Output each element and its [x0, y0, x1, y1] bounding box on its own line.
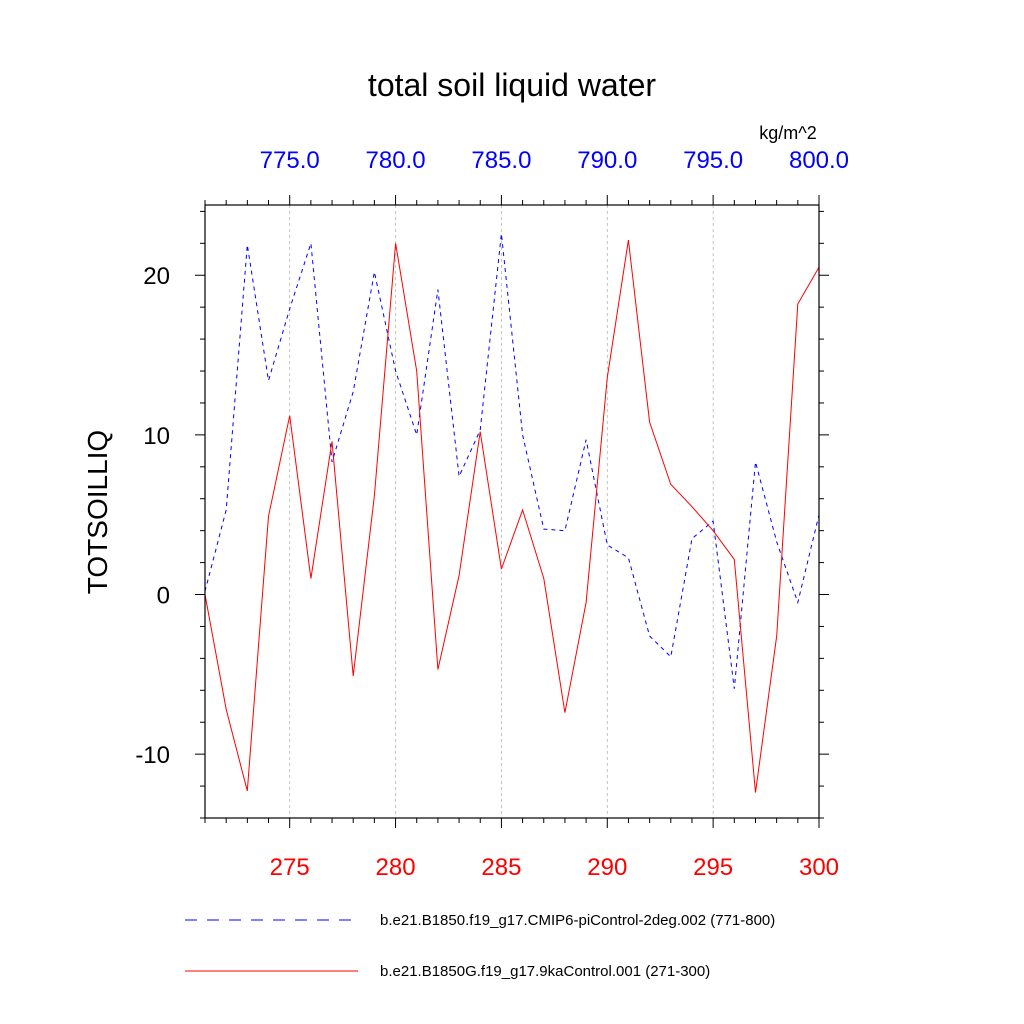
- axis-tick-labels: 275 280 285 290 295 300 775.0 780.0 785.0 790.0 79…: [135, 147, 849, 881]
- series-line-1: [204, 233, 820, 689]
- x-tick-label-bottom: 275: [270, 854, 310, 881]
- axis-ticks: [195, 195, 829, 828]
- x-tick-label-top: 775.0: [260, 147, 320, 174]
- x-tick-label-top: 800.0: [789, 147, 849, 174]
- x-tick-label-bottom: 300: [799, 854, 839, 881]
- y-axis-label: TOTSOILLIQ: [82, 430, 113, 594]
- x-tick-label-top: 790.0: [577, 147, 637, 174]
- legend-label-series-2: b.e21.B1850G.f19_g17.9kaControl.001 (271…: [380, 963, 710, 980]
- x-tick-label-bottom: 280: [376, 854, 416, 881]
- x-tick-label-bottom: 295: [693, 854, 733, 881]
- x-gridlines: [289, 205, 714, 818]
- legend: b.e21.B1850.f19_g17.CMIP6-piControl-2deg…: [185, 912, 775, 980]
- x-tick-label-bottom: 290: [587, 854, 627, 881]
- x-tick-label-bottom: 285: [481, 854, 521, 881]
- legend-label-series-1: b.e21.B1850.f19_g17.CMIP6-piControl-2deg…: [380, 912, 775, 929]
- y-tick-label: -10: [135, 742, 170, 769]
- y-tick-label: 20: [143, 263, 170, 290]
- y-tick-label: 10: [143, 423, 170, 450]
- x-tick-label-top: 780.0: [366, 147, 426, 174]
- series-line-2: [204, 240, 820, 793]
- units-label: kg/m^2: [759, 123, 816, 143]
- series-lines: [204, 233, 820, 793]
- x-tick-label-top: 795.0: [683, 147, 743, 174]
- plot-frame: [204, 204, 820, 819]
- y-tick-label: 0: [157, 583, 170, 610]
- x-tick-label-top: 785.0: [471, 147, 531, 174]
- chart-title: total soil liquid water: [368, 67, 656, 103]
